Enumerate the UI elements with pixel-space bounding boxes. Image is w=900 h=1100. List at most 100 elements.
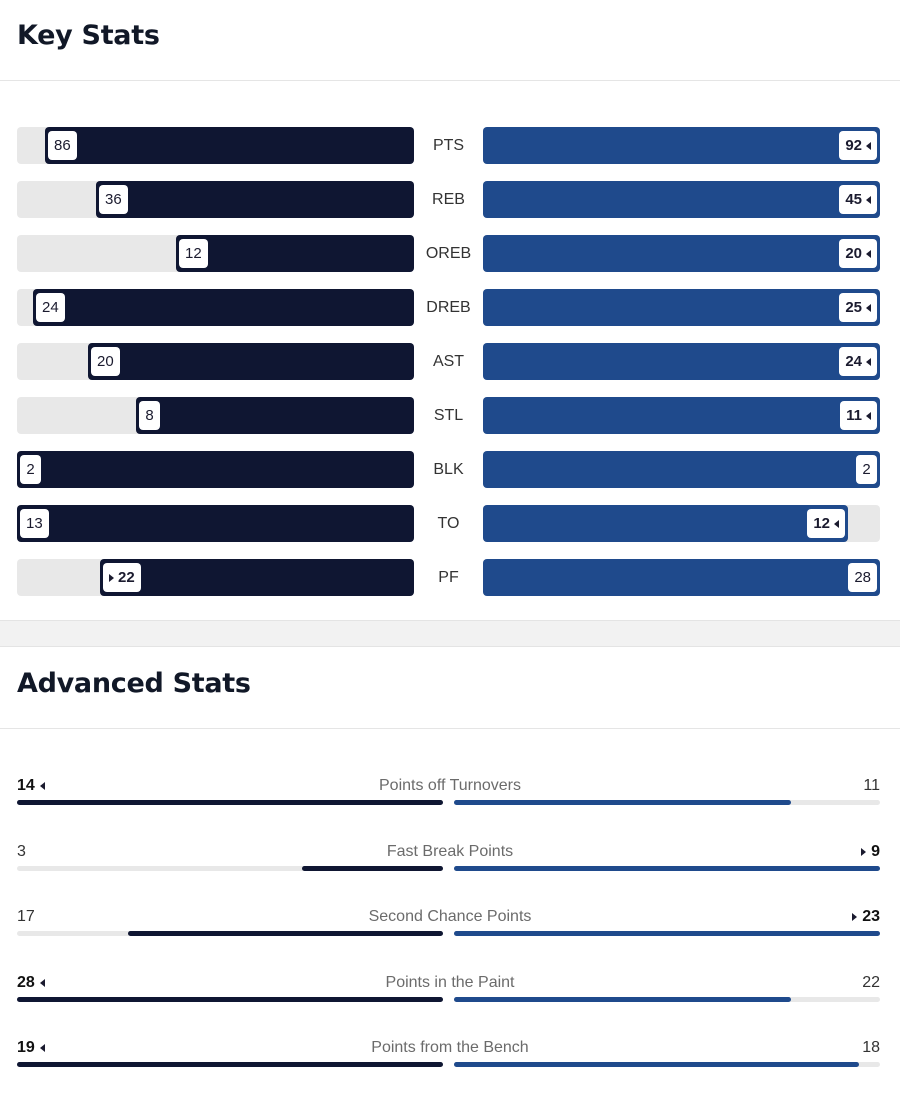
home-value: 92: [845, 137, 862, 154]
caret-left-icon: [866, 249, 871, 258]
stat-label: BLK: [433, 461, 464, 478]
home-bar-fill: [483, 127, 880, 164]
away-progress-track: [17, 931, 443, 936]
home-value-pill: 25: [839, 293, 877, 322]
home-value: 2: [862, 461, 871, 478]
key-stats-divider: [0, 80, 900, 81]
home-bar-fill: [483, 289, 880, 326]
home-progress-fill: [454, 800, 791, 805]
caret-left-icon: [866, 411, 871, 420]
key-stat-row: 86 PTS 92: [0, 127, 900, 164]
home-value: 18: [862, 1038, 880, 1058]
away-value: 12: [185, 245, 202, 262]
caret-left-icon: [866, 357, 871, 366]
home-value: 25: [845, 299, 862, 316]
stat-label: STL: [433, 407, 464, 424]
away-value-pill: 86: [48, 131, 77, 160]
home-value-pill: 11: [840, 401, 877, 430]
home-progress-fill: [454, 931, 880, 936]
home-value: 9: [861, 842, 880, 862]
home-bar-track: 25: [483, 289, 880, 326]
away-value-pill: 12: [179, 239, 208, 268]
home-bar-track: 11: [483, 397, 880, 434]
home-bar-track: 2: [483, 451, 880, 488]
home-progress-track: [454, 931, 880, 936]
away-value-pill: 2: [20, 455, 41, 484]
away-value: 22: [118, 569, 135, 586]
away-progress-track: [17, 800, 443, 805]
away-value: 28: [17, 973, 45, 993]
home-value: 11: [863, 776, 880, 796]
away-bar-fill: [176, 235, 414, 272]
away-value-pill: 8: [139, 401, 160, 430]
home-progress-track: [454, 1062, 880, 1067]
home-bar-fill: [483, 451, 880, 488]
away-value: 20: [97, 353, 114, 370]
away-bar-track: 8: [17, 397, 414, 434]
home-bar-track: 12: [483, 505, 880, 542]
stat-label: OREB: [425, 245, 472, 262]
away-value: 86: [54, 137, 71, 154]
away-value-text: 14: [17, 777, 35, 794]
key-stat-row: 20 AST 24: [0, 343, 900, 380]
away-bar-fill: [17, 505, 414, 542]
away-value: 14: [17, 776, 45, 796]
stat-label: TO: [437, 515, 460, 532]
away-bar-fill: [45, 127, 414, 164]
advanced-stat-row: 14 Points off Turnovers 11: [0, 776, 900, 820]
away-progress-fill: [17, 1062, 443, 1067]
home-value: 45: [845, 191, 862, 208]
away-value-text: 17: [17, 908, 35, 925]
stat-label: PTS: [432, 137, 465, 154]
home-bar-track: 20: [483, 235, 880, 272]
home-progress-fill: [454, 1062, 859, 1067]
home-progress-track: [454, 800, 880, 805]
away-bar-fill: [88, 343, 414, 380]
caret-left-icon: [834, 519, 839, 528]
section-separator: [0, 620, 900, 647]
key-stats-title: Key Stats: [17, 20, 160, 51]
key-stat-row: 22 PF 28: [0, 559, 900, 596]
away-bar-track: 22: [17, 559, 414, 596]
caret-left-icon: [866, 141, 871, 150]
away-progress-fill: [128, 931, 443, 936]
home-value-text: 9: [871, 843, 880, 860]
advanced-stat-label: Points in the Paint: [385, 974, 515, 991]
home-bar-fill: [483, 397, 880, 434]
home-value-pill: 92: [839, 131, 877, 160]
key-stat-row: 2 BLK 2: [0, 451, 900, 488]
home-bar-fill: [483, 343, 880, 380]
caret-left-icon: [39, 782, 45, 790]
home-progress-track: [454, 997, 880, 1002]
away-progress-track: [17, 1062, 443, 1067]
home-bar-fill: [483, 235, 880, 272]
stat-label: AST: [432, 353, 465, 370]
home-value: 20: [845, 245, 862, 262]
home-value: 28: [854, 569, 871, 586]
home-value-pill: 2: [856, 455, 877, 484]
home-progress-track: [454, 866, 880, 871]
away-value-text: 28: [17, 974, 35, 991]
home-value: 22: [862, 973, 880, 993]
home-value-pill: 24: [839, 347, 877, 376]
advanced-stat-row: 17 Second Chance Points 23: [0, 907, 900, 951]
home-value-pill: 45: [839, 185, 877, 214]
advanced-stat-label: Fast Break Points: [386, 843, 514, 860]
home-bar-track: 28: [483, 559, 880, 596]
away-bar-track: 36: [17, 181, 414, 218]
home-value-text: 11: [863, 777, 880, 794]
stat-label: DREB: [426, 299, 471, 316]
away-bar-track: 13: [17, 505, 414, 542]
away-progress-track: [17, 866, 443, 871]
away-value: 3: [17, 842, 26, 862]
key-stat-row: 8 STL 11: [0, 397, 900, 434]
home-value-pill: 12: [807, 509, 845, 538]
away-value-pill: 24: [36, 293, 65, 322]
advanced-stats-divider: [0, 728, 900, 729]
away-bar-fill: [17, 451, 414, 488]
home-progress-fill: [454, 866, 880, 871]
stat-label: PF: [438, 569, 459, 586]
caret-left-icon: [39, 979, 45, 987]
advanced-stat-row: 3 Fast Break Points 9: [0, 842, 900, 886]
away-bar-track: 86: [17, 127, 414, 164]
